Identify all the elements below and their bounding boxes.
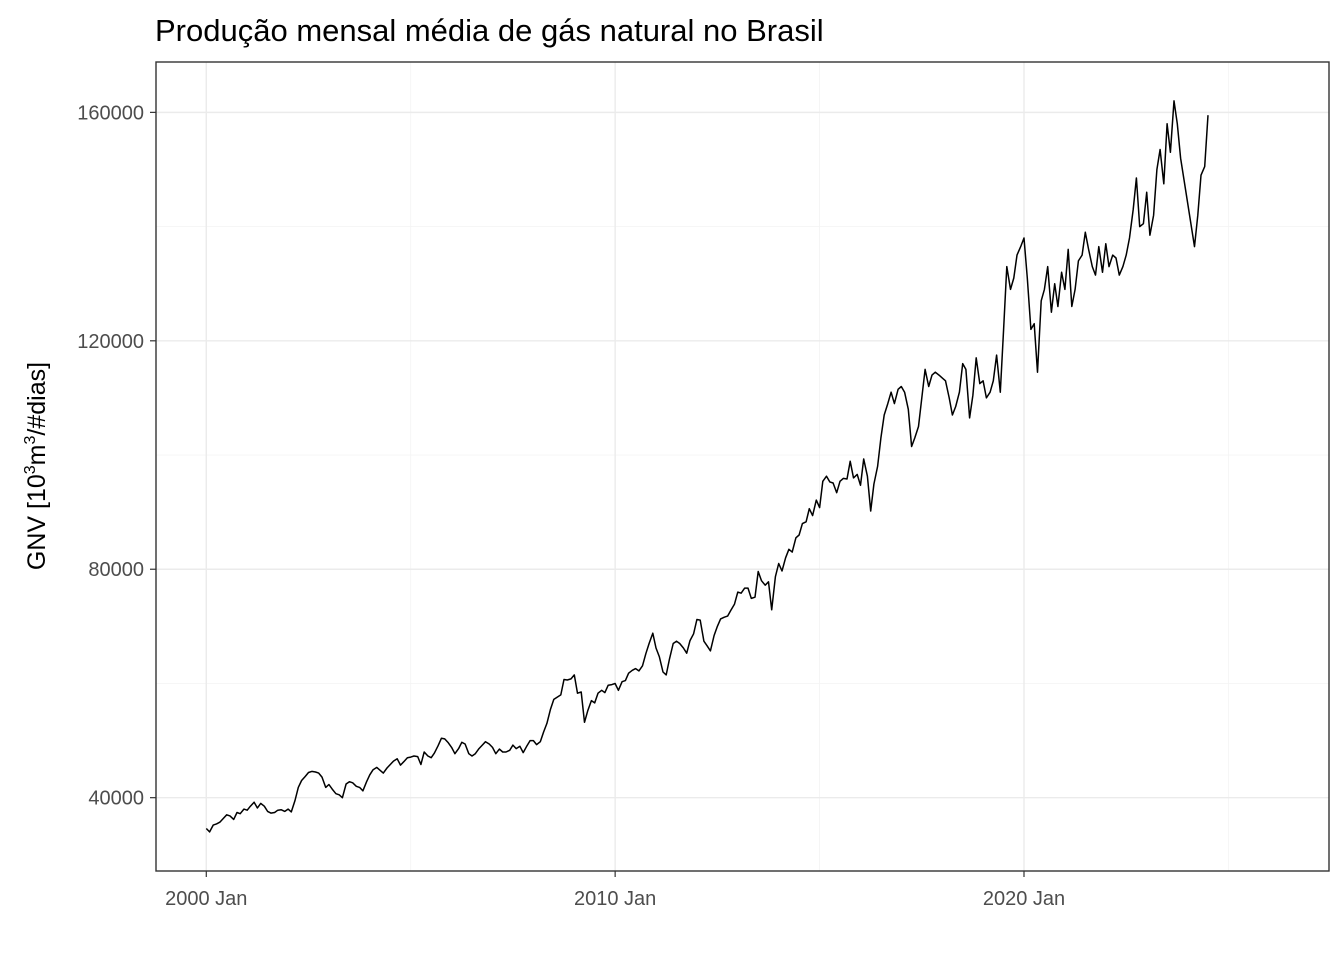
y-axis: 40000 80000 120000 160000 <box>77 102 156 810</box>
panel-border <box>155 61 1330 872</box>
y-tick-label: 160000 <box>77 102 144 124</box>
y-axis-title-exponent-2: 3 <box>22 435 39 444</box>
y-tick-label: 120000 <box>77 331 144 353</box>
gridlines <box>156 62 1329 871</box>
y-axis-title-exponent-1: 3 <box>22 465 39 474</box>
x-tick-label: 2000 Jan <box>165 888 247 910</box>
y-tick-label: 40000 <box>88 788 144 810</box>
series-line <box>205 100 1209 833</box>
y-tick-label: 80000 <box>88 559 144 581</box>
chart-title: Produção mensal média de gás natural no … <box>155 13 824 48</box>
y-axis-title-unit: m <box>23 444 51 465</box>
x-tick-label: 2010 Jan <box>574 888 656 910</box>
x-tick-label: 2020 Jan <box>983 888 1065 910</box>
y-axis-title: GNV [103m3/#dias] <box>22 362 51 570</box>
y-axis-title-suffix: /#dias] <box>23 362 51 436</box>
y-axis-title-prefix: GNV [10 <box>23 474 51 570</box>
x-axis: 2000 Jan 2010 Jan 2020 Jan <box>165 871 1065 910</box>
